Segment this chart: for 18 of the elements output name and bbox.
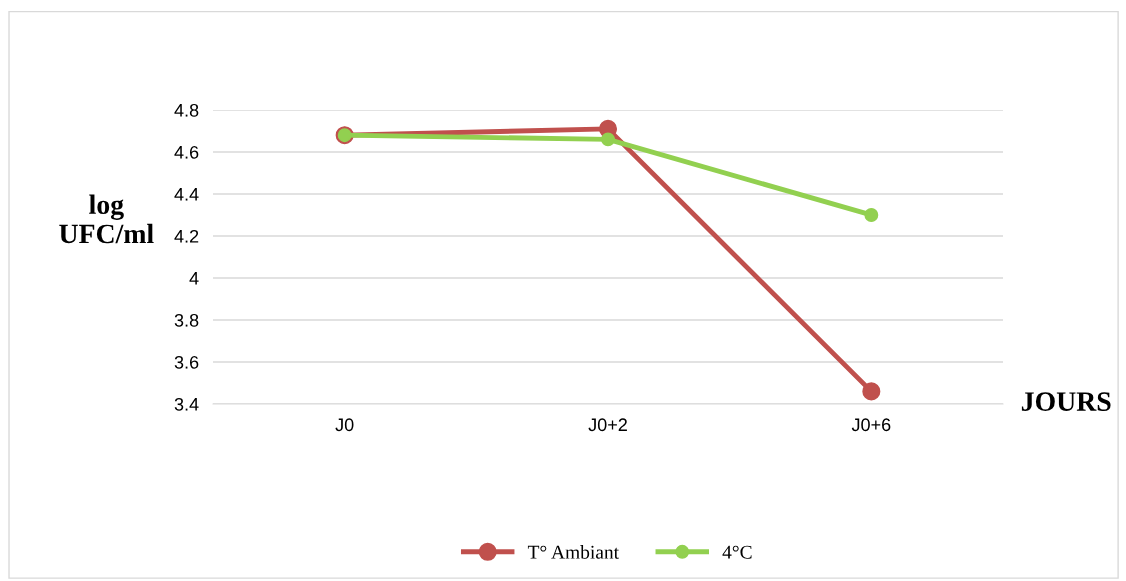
- x-tick-label: J0: [335, 418, 354, 432]
- x-tick-label: J0+6: [851, 418, 891, 432]
- y-tick-label: 3.6: [174, 355, 199, 369]
- legend-label: T° Ambiant: [527, 545, 619, 559]
- point: [862, 382, 881, 401]
- y-tick-label: 4.6: [174, 145, 199, 159]
- x-axis-title: JOURS: [1021, 392, 1111, 411]
- y-tick-label: 4.2: [174, 229, 199, 243]
- y-tick-label: 3.4: [174, 397, 199, 411]
- y-tick-label: 4.8: [174, 103, 199, 117]
- legend-label: 4°C: [722, 545, 752, 559]
- y-axis-title: log UFC/ml: [59, 194, 154, 244]
- y-tick-label: 4.4: [174, 188, 199, 201]
- y-tick-label: 3.8: [174, 313, 199, 327]
- point: [601, 132, 615, 147]
- y-tick-label: 4: [189, 272, 199, 285]
- x-tick-label: J0+2: [588, 418, 627, 432]
- point: [864, 208, 879, 222]
